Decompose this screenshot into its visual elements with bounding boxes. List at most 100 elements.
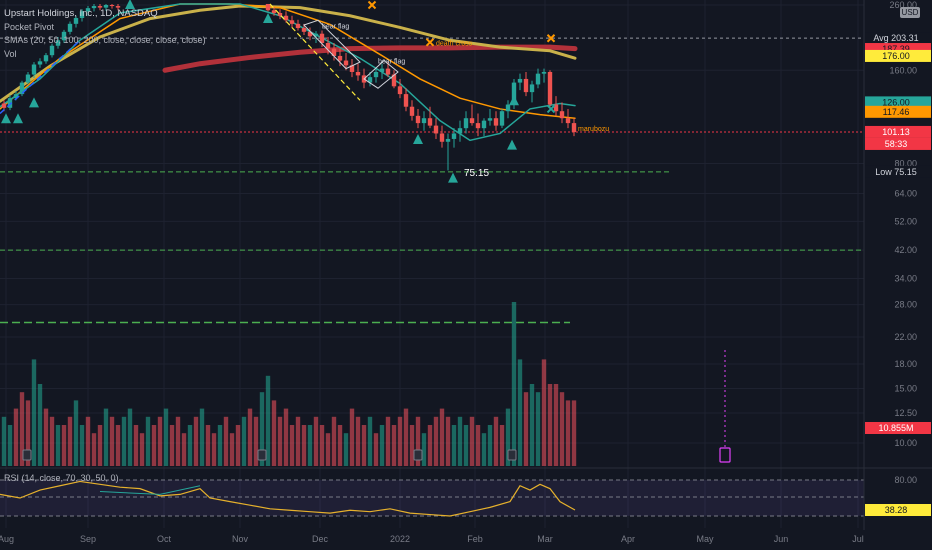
candle-body (19, 82, 25, 95)
candle-body (457, 128, 463, 134)
volume-bar (109, 416, 115, 466)
x-tick-label: Sep (80, 534, 96, 544)
volume-bar (469, 416, 475, 466)
x-tick-label: 2022 (390, 534, 410, 544)
rsi-band (0, 480, 864, 516)
candle-body (541, 71, 547, 74)
volume-bar (397, 416, 403, 466)
rsi-label[interactable]: RSI (14, close, 70, 30, 50, 0) (4, 473, 119, 483)
volume-bar (517, 359, 523, 466)
rsi-line (0, 480, 576, 517)
candle-body (433, 125, 439, 134)
volume-bar (205, 425, 211, 466)
volume-bar (463, 425, 469, 466)
volume-bar (541, 359, 547, 466)
sma-cross-marker (367, 0, 377, 10)
candle-body (439, 133, 445, 142)
volume-bar (427, 425, 433, 466)
candle-body (283, 15, 289, 21)
volume-bar (259, 392, 265, 466)
x-tick-label: Nov (232, 534, 249, 544)
volume-bar (331, 416, 337, 466)
volume-bar (43, 408, 49, 466)
candle-body (427, 118, 433, 126)
volume-bar (379, 425, 385, 466)
candle-body (319, 33, 325, 43)
sma200-price-tag-text: 187.39 (882, 44, 910, 54)
volume-bar (319, 425, 325, 466)
volume-bar (49, 416, 55, 466)
volume-bar (409, 425, 415, 466)
candle-body (565, 118, 571, 124)
candle-body (97, 6, 103, 8)
x-tick-label: Jul (852, 534, 864, 544)
candle-body (469, 118, 475, 124)
candle-body (403, 94, 409, 107)
x-tick-label: Dec (312, 534, 329, 544)
price-tick-label: 28.00 (894, 300, 917, 310)
sma-50-line (0, 3, 576, 119)
volume-bar (193, 416, 199, 466)
x-tick-label: Feb (467, 534, 483, 544)
sma-100-line (0, 4, 577, 103)
candle-body (331, 48, 337, 56)
candle-body (61, 31, 67, 41)
pocket-pivot-marker (1, 113, 11, 124)
bear-flag-channel (303, 19, 361, 70)
volume-bar (313, 416, 319, 466)
countdown-tag-text: 58:33 (885, 139, 908, 149)
countdown-tag (865, 137, 931, 150)
sma50-price-tag (865, 105, 931, 118)
volume-label[interactable]: Vol (4, 49, 17, 59)
candle-body (37, 61, 43, 65)
volume-bar (283, 408, 289, 466)
volume-bar (451, 425, 457, 466)
volume-bar (439, 408, 445, 466)
avg-price-tag-text: Avg 203.31 (873, 33, 918, 43)
volume-bar (271, 400, 277, 466)
trend-line (0, 39, 81, 115)
volume-bar (523, 392, 529, 466)
candle-body (571, 123, 577, 133)
volume-bar (529, 384, 535, 466)
currency-tag (900, 7, 920, 18)
volume-bar (295, 416, 301, 466)
x-tick-label: May (696, 534, 714, 544)
volume-bar (169, 425, 175, 466)
death-cross-annotation: death cross (436, 40, 473, 47)
candle-body (1, 103, 7, 108)
volume-bar (361, 425, 367, 466)
pocket-pivot-label[interactable]: Pocket Pivot (4, 22, 55, 32)
marubozu-annotation: marubozu (578, 126, 609, 133)
volume-bar (145, 416, 151, 466)
volume-bar (121, 416, 127, 466)
candle-body (553, 104, 559, 112)
candle-body (355, 71, 361, 76)
volume-last-tag (865, 422, 931, 434)
volume-bar (79, 425, 85, 466)
volume-bar (433, 416, 439, 466)
sma-200-line (162, 44, 578, 73)
candle-body (499, 111, 505, 126)
volume-bar (229, 433, 235, 466)
candle-body (373, 71, 379, 78)
bear-flag-channel (363, 59, 399, 89)
volume-bar (367, 416, 373, 466)
candle-body (505, 104, 511, 112)
candle-body (493, 118, 499, 126)
candle-body (523, 78, 529, 93)
earnings-marker (257, 449, 267, 461)
sma-cross-marker (546, 34, 556, 43)
volume-last-tag-text: 10.855M (878, 423, 913, 433)
sma-label[interactable]: SMAs (20, 50, 100, 200, close, close, cl… (4, 35, 206, 45)
candle-body (277, 12, 283, 16)
volume-bar (13, 408, 19, 466)
volume-bar (325, 433, 331, 466)
volume-bar (91, 433, 97, 466)
sma20-price-tag (865, 96, 931, 109)
upcoming-earnings-marker (719, 447, 731, 463)
earnings-marker (413, 449, 423, 461)
rsi-last-tag-text: 38.28 (885, 505, 908, 515)
volume-bar (157, 416, 163, 466)
